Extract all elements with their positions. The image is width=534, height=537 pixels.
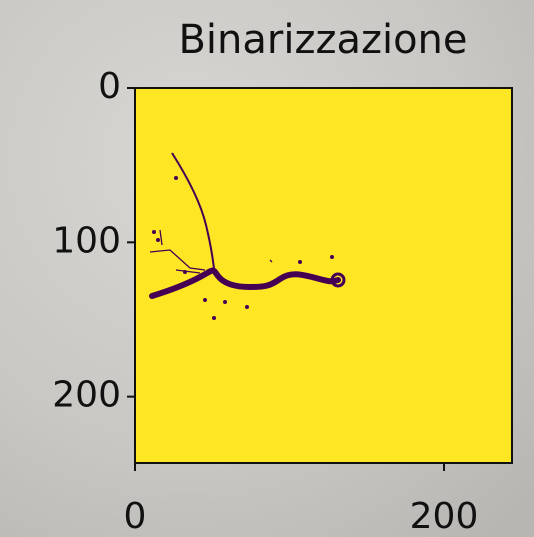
chart: Binarizzazione 0 200 0 100 200 [0, 0, 534, 537]
plot-area [135, 88, 512, 463]
feature-dot [203, 298, 207, 302]
x-tick-label: 200 [410, 496, 479, 537]
feature-dot [212, 316, 216, 320]
y-tick-label: 0 [98, 66, 121, 107]
x-tick-label: 0 [124, 496, 147, 537]
feature-dot [183, 270, 187, 274]
feature-dot [174, 176, 178, 180]
feature-dot [152, 230, 156, 234]
page: Binarizzazione 02000100200 (() => { cons… [0, 0, 534, 537]
image-background [135, 88, 512, 463]
feature-dot [298, 260, 302, 264]
feature-dot [223, 300, 227, 304]
chart-title: Binarizzazione [178, 17, 467, 63]
y-tick-label: 200 [52, 375, 121, 416]
feature-dot [330, 255, 334, 259]
y-tick-label: 100 [52, 220, 121, 261]
feature-dot [245, 305, 249, 309]
feature-dot [156, 238, 160, 242]
